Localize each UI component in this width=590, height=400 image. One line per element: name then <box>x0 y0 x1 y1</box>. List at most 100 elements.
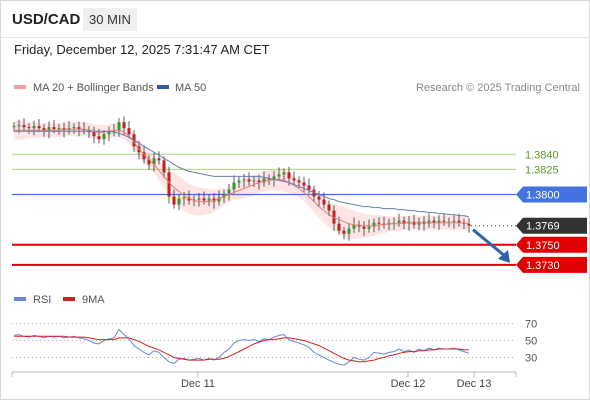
rsi-ma-line <box>14 335 469 363</box>
candle-body <box>467 223 471 226</box>
candle-body <box>202 198 206 201</box>
candle-body <box>117 122 121 132</box>
candle-body <box>37 126 41 129</box>
candle-body <box>437 220 441 223</box>
candle-body <box>32 126 36 129</box>
price-labels: 1.3840 1.3825 1.3800 1.3769 1.3750 1.3730 <box>516 149 587 273</box>
candle-body <box>192 199 196 201</box>
candle-body <box>272 176 276 180</box>
copyright-label: Research © 2025 Trading Central <box>416 82 580 94</box>
candle-body <box>232 182 236 190</box>
candle-body <box>147 159 151 165</box>
candle-body <box>297 180 301 183</box>
timeframe-badge[interactable]: 30 MIN <box>83 8 137 31</box>
candle-body <box>167 172 171 197</box>
level-label-1.3840: 1.3840 <box>525 149 559 161</box>
candle-body <box>17 125 21 127</box>
level-label-1.3750: 1.3750 <box>526 240 560 252</box>
candle-body <box>97 136 101 140</box>
candle-body <box>207 198 211 201</box>
candle-body <box>317 196 321 200</box>
candle-body <box>327 204 331 211</box>
candle-body <box>352 224 356 229</box>
candle-body <box>342 230 346 234</box>
candle-body <box>392 222 396 224</box>
ma20-legend-swatch <box>14 85 26 89</box>
candle-body <box>142 152 146 160</box>
candle-body <box>22 125 26 128</box>
candle-body <box>247 179 251 182</box>
candle-body <box>122 122 126 129</box>
forecast-arrow <box>472 228 510 263</box>
candle-body <box>402 220 406 224</box>
candle-body <box>427 220 431 224</box>
rsi-tick-70: 70 <box>525 319 537 331</box>
candle-body <box>27 127 31 129</box>
candle-body <box>397 220 401 223</box>
candle-body <box>242 179 246 181</box>
datetime-label: Friday, December 12, 2025 7:31:47 AM CET <box>14 42 270 57</box>
candle-body <box>447 221 451 223</box>
ma50-legend-label: MA 50 <box>175 82 206 94</box>
candle-body <box>107 132 111 135</box>
candle-body <box>257 180 261 183</box>
level-tag-1.3800 <box>516 186 587 203</box>
ma50-legend-swatch <box>157 85 169 89</box>
rsi-tick-50: 50 <box>525 336 537 348</box>
candle-body <box>162 160 166 173</box>
candle-body <box>237 180 241 183</box>
candle-body <box>57 128 61 130</box>
x-axis: Dec 11 Dec 12 Dec 13 <box>11 372 517 390</box>
candle-body <box>197 198 201 200</box>
rsi-legend-label: RSI <box>33 294 51 306</box>
candle-body <box>367 226 371 229</box>
candle-body <box>77 127 81 130</box>
candle-body <box>102 134 106 140</box>
candle-body <box>227 189 231 194</box>
candle-body <box>177 198 181 205</box>
symbol-title: USD/CAD <box>12 11 81 28</box>
price-levels <box>12 153 516 266</box>
candle-body <box>292 178 296 181</box>
candle-body <box>337 223 341 231</box>
candle-body <box>157 158 161 161</box>
level-label-1.3730: 1.3730 <box>526 260 560 272</box>
bollinger-band-area <box>14 120 469 239</box>
candle-body <box>267 178 271 180</box>
candle-body <box>52 127 56 130</box>
moving-averages <box>14 128 470 227</box>
level-tag-1.3730 <box>516 256 587 273</box>
level-label-1.3825: 1.3825 <box>525 164 559 176</box>
candle-body <box>442 220 446 222</box>
candle-body <box>12 126 16 128</box>
candle-body <box>72 127 76 129</box>
candle-body <box>277 174 281 177</box>
candle-body <box>217 197 221 202</box>
candle-body <box>47 127 51 132</box>
candle-body <box>212 198 216 202</box>
level-tag-1.3769 <box>516 217 587 234</box>
chart-header: USD/CAD 30 MIN <box>1 1 589 37</box>
forecast-arrow-line <box>472 228 507 259</box>
candle-body <box>347 228 351 234</box>
rsi-ma-legend-swatch <box>63 297 75 301</box>
candle-body <box>112 131 116 133</box>
bollinger-bands <box>14 120 469 239</box>
candle-body <box>372 222 376 227</box>
candle-body <box>152 158 156 165</box>
candle-body <box>127 128 131 135</box>
rsi-legend-swatch <box>14 297 26 301</box>
candle-body <box>302 182 306 186</box>
candle-body <box>457 220 461 223</box>
rsi-line <box>13 328 470 366</box>
candle-body <box>42 128 46 132</box>
header-divider <box>1 37 589 38</box>
candle-body <box>172 196 176 205</box>
candle-body <box>182 197 186 199</box>
level-label-1.3769: 1.3769 <box>526 221 560 233</box>
rsi-tick-30: 30 <box>525 353 537 365</box>
candle-body <box>322 199 326 205</box>
ma20-line <box>14 128 470 227</box>
